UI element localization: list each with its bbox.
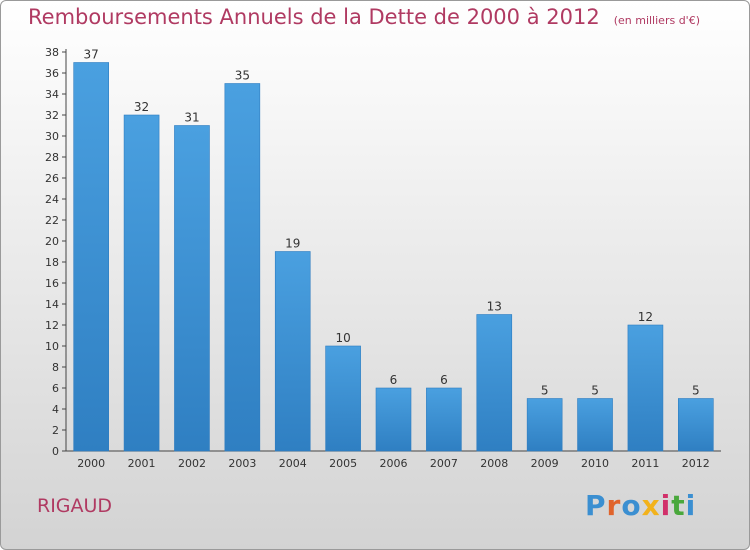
bar: [476, 314, 513, 452]
x-tick-label: 2008: [480, 457, 508, 470]
bar: [174, 125, 210, 452]
y-tick-label: 8: [52, 361, 59, 374]
x-tick-label: 2009: [531, 457, 559, 470]
x-tick-label: 2010: [581, 457, 609, 470]
y-tick-label: 10: [45, 340, 59, 353]
y-tick-label: 26: [45, 172, 59, 185]
y-tick-label: 4: [52, 403, 59, 416]
bar-value-label: 32: [134, 100, 149, 114]
chart-title: Remboursements Annuels de la Dette de 20…: [28, 5, 700, 29]
bar-value-label: 35: [235, 69, 250, 83]
bar: [678, 398, 714, 452]
bar-value-label: 31: [184, 111, 199, 125]
bar: [426, 387, 462, 452]
bar: [577, 398, 613, 452]
bar-value-label: 5: [591, 384, 599, 398]
chart-title-text: Remboursements Annuels de la Dette de 20…: [28, 5, 600, 29]
bar: [274, 251, 311, 452]
y-tick-label: 28: [45, 151, 59, 164]
x-tick-label: 2005: [329, 457, 357, 470]
bar: [526, 398, 563, 452]
logo-letter: r: [606, 489, 622, 522]
y-tick-label: 6: [52, 382, 59, 395]
x-tick-label: 2007: [430, 457, 458, 470]
bar: [627, 324, 664, 452]
x-tick-label: 2004: [279, 457, 307, 470]
logo-letter: i: [685, 489, 697, 522]
y-tick-label: 36: [45, 67, 59, 80]
bar: [325, 345, 361, 452]
bar-value-label: 6: [390, 373, 398, 387]
x-tick-label: 2000: [77, 457, 105, 470]
logo-letter: t: [671, 489, 686, 522]
y-tick-label: 22: [45, 214, 59, 227]
bar-value-label: 19: [285, 237, 300, 251]
x-tick-label: 2011: [631, 457, 659, 470]
chart-unit: (en milliers d'€): [613, 14, 700, 27]
bar-value-label: 12: [638, 310, 653, 324]
bar-value-label: 5: [541, 384, 549, 398]
y-tick-label: 24: [45, 193, 59, 206]
bar: [73, 62, 109, 452]
bar-value-label: 37: [84, 48, 99, 62]
y-tick-label: 18: [45, 256, 59, 269]
x-tick-label: 2006: [380, 457, 408, 470]
bar-value-label: 6: [440, 373, 448, 387]
proxiti-logo: Proxiti: [585, 489, 696, 522]
y-tick-label: 32: [45, 109, 59, 122]
y-tick-label: 30: [45, 130, 59, 143]
logo-letter: P: [585, 489, 607, 522]
bar-value-label: 13: [487, 300, 502, 314]
y-tick-label: 16: [45, 277, 59, 290]
bar-value-label: 5: [692, 384, 700, 398]
logo-letter: o: [621, 489, 642, 522]
bar: [375, 387, 412, 452]
logo-letter: i: [660, 489, 672, 522]
logo-letter: x: [641, 489, 661, 522]
y-tick-label: 20: [45, 235, 59, 248]
bar: [224, 83, 261, 452]
y-tick-label: 0: [52, 445, 59, 458]
y-tick-label: 2: [52, 424, 59, 437]
x-tick-label: 2012: [682, 457, 710, 470]
bar-value-label: 10: [335, 331, 350, 345]
x-tick-label: 2002: [178, 457, 206, 470]
bar: [123, 114, 160, 452]
y-tick-label: 38: [45, 46, 59, 59]
y-tick-label: 34: [45, 88, 59, 101]
x-tick-label: 2003: [228, 457, 256, 470]
place-name: RIGAUD: [37, 495, 113, 517]
y-tick-label: 12: [45, 319, 59, 332]
y-tick-label: 14: [45, 298, 59, 311]
x-tick-label: 2001: [128, 457, 156, 470]
